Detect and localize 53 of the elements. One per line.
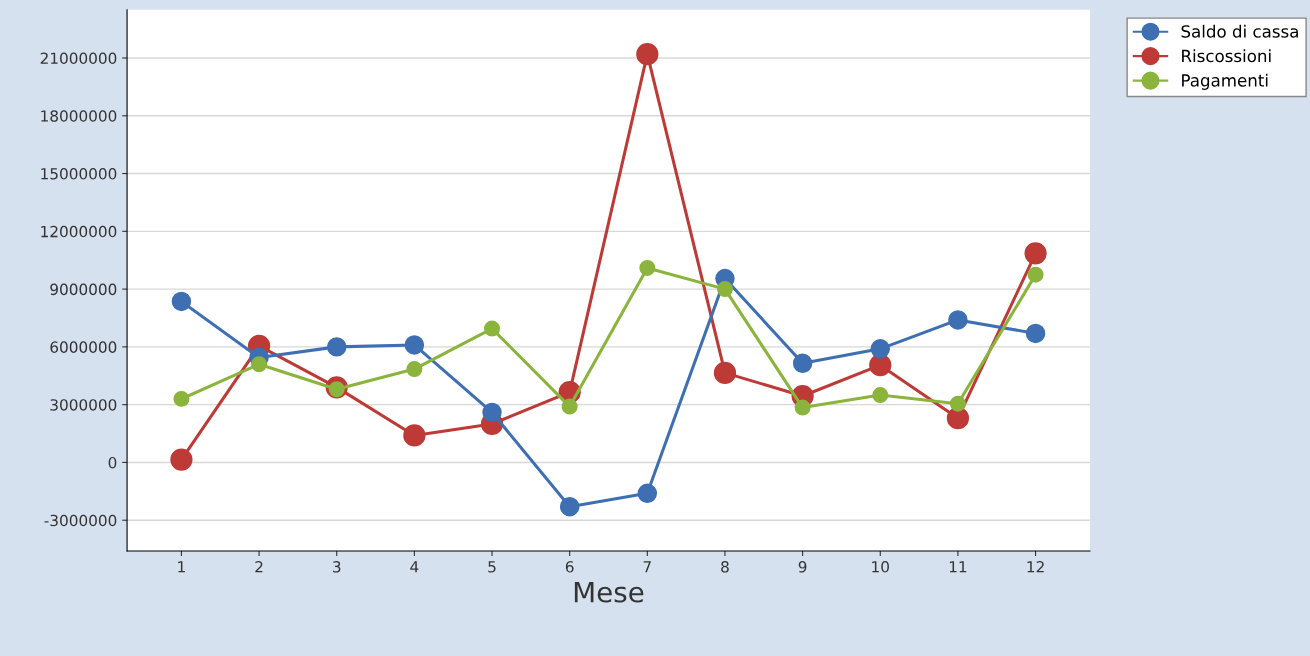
point [403,424,426,447]
point [1024,242,1047,265]
point [713,361,737,384]
x-tick-label: 3 [333,561,341,573]
x-tick-label: 2 [255,561,263,573]
x-tick-label: 12 [1027,561,1044,573]
point [251,356,268,373]
x-axis-title: Mese [574,581,644,603]
point [639,259,656,276]
point [636,43,659,66]
y-tick-label: 6000000 [50,341,117,353]
point [173,390,190,407]
point [792,353,813,373]
point [869,354,892,377]
y-tick-label: 0 [108,456,117,469]
x-tick-label: 7 [643,561,651,573]
point [404,335,425,355]
legend-label: Riscossioni [1182,49,1271,63]
y-tick-label: 18000000 [41,110,117,122]
y-tick-label: 12000000 [41,225,117,238]
point [482,402,502,423]
x-tick-label: 5 [488,561,496,573]
point [326,337,347,357]
point [171,291,192,312]
x-tick-label: 11 [949,561,967,573]
y-tick-label: 15000000 [41,168,117,180]
point [949,395,966,412]
point [1027,266,1044,283]
point [872,387,889,404]
point [1025,323,1046,344]
x-tick-label: 1 [178,561,185,573]
point [716,281,733,298]
x-tick-label: 8 [721,561,729,573]
x-tick-label: 10 [872,561,889,573]
legend-label: Saldo di cassa [1181,24,1298,38]
point [948,310,968,330]
x-tick-label: 6 [565,561,574,573]
point [794,399,811,416]
y-tick-label: 21000000 [40,52,117,65]
point [170,448,193,471]
y-tick-label: 3000000 [50,399,117,411]
point [484,320,501,337]
point [559,497,580,517]
point [946,407,970,430]
point [870,339,890,359]
point [406,361,423,378]
x-tick-label: 9 [798,561,807,573]
y-tick-label: 9000000 [50,283,117,296]
x-tick-label: 4 [410,561,419,573]
y-tick-label: -3000000 [44,514,117,527]
point [637,483,658,503]
point [561,398,578,415]
legend-label: Pagamenti [1182,73,1268,90]
